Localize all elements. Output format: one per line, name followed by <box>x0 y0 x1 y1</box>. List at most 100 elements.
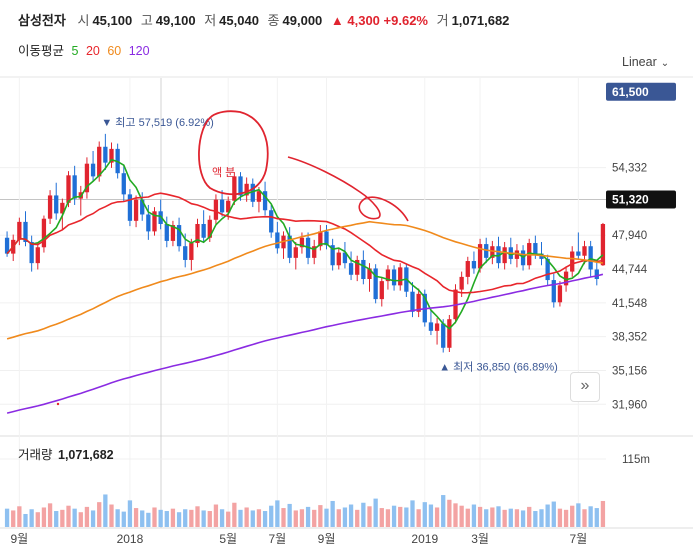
candle-body <box>54 195 59 214</box>
candle-body <box>72 175 77 199</box>
volume-bar <box>385 509 391 527</box>
volume-bar <box>570 505 575 527</box>
volume-bar <box>422 502 427 527</box>
candle-body <box>207 219 212 238</box>
volume-bar <box>348 504 354 527</box>
volume-bar <box>146 512 151 527</box>
candle-body <box>318 231 323 247</box>
hand-annotation: 액 분 <box>198 110 409 222</box>
volume-bar <box>158 509 163 527</box>
candle-body <box>533 243 538 254</box>
volume-bar <box>115 509 120 527</box>
volume-bar <box>269 505 274 527</box>
volume-bar <box>176 512 182 527</box>
candle-body <box>183 246 188 260</box>
volume-bar <box>250 510 255 527</box>
candle-body <box>41 218 47 248</box>
current-price-tag <box>606 190 676 209</box>
volume-bar <box>170 508 176 527</box>
volume-bar <box>355 509 360 527</box>
volume-bar <box>514 509 520 527</box>
candle-body <box>121 173 126 195</box>
volume-bar <box>533 511 538 527</box>
volume-bar <box>539 509 544 527</box>
time-tick-label: 7월 <box>268 532 286 546</box>
candle-body <box>97 146 102 177</box>
min-price-marker: ▲ 최저 36,850 (66.89%) <box>439 361 558 374</box>
time-tick-label: 3월 <box>471 532 489 546</box>
volume-bar <box>121 511 126 527</box>
candle-body <box>84 163 90 193</box>
ma-20-label: 20 <box>85 44 100 58</box>
volume-bar <box>416 509 421 527</box>
candle-body <box>361 259 366 280</box>
volume-bar <box>133 508 139 527</box>
volume-bar <box>275 500 280 527</box>
candle-body <box>355 259 360 275</box>
ma-legend[interactable]: 이동평균 5 20 60 120 <box>18 40 154 59</box>
candle-body <box>299 237 305 248</box>
volume-bar <box>232 502 237 527</box>
stray-dot <box>56 402 60 406</box>
volume-bar <box>551 501 556 527</box>
volume-tick-label: 115m <box>622 454 650 466</box>
volume-bar <box>293 510 298 527</box>
candle-body <box>232 176 237 201</box>
volume-legend: 거래량 1,071,682 <box>18 444 114 463</box>
double-chevron-right-icon: » <box>580 377 590 394</box>
candle-body <box>152 211 157 232</box>
scale-mode-dropdown[interactable]: Linear ⌄ <box>622 55 669 69</box>
volume-bar <box>66 505 71 527</box>
candle-body <box>287 235 292 258</box>
candle-body <box>127 194 133 221</box>
candle-body <box>201 223 206 238</box>
candles <box>4 133 606 353</box>
volume-bar <box>244 507 249 527</box>
candle-body <box>594 269 599 280</box>
candle-body <box>4 237 10 254</box>
time-tick-label: 2018 <box>117 532 144 546</box>
candle-body <box>391 269 397 286</box>
candle-body <box>176 225 182 247</box>
high-value: 49,100 <box>155 13 196 28</box>
ma-120-line <box>6 273 604 414</box>
candle-body <box>103 146 108 163</box>
max-price-marker: ▼ 최고 57,519 (6.92%) <box>101 116 213 129</box>
volume-bar <box>545 504 550 527</box>
ma-legend-title: 이동평균 <box>18 44 65 58</box>
candle-body <box>109 148 114 163</box>
volume-bar <box>11 510 16 527</box>
expand-button[interactable]: » <box>570 372 600 402</box>
volume-bar <box>152 507 157 527</box>
candle-body <box>250 183 255 202</box>
candle-body <box>428 322 434 331</box>
candle-body <box>600 223 606 266</box>
candle-body <box>416 293 421 312</box>
candle-body <box>158 211 163 224</box>
volume-bar <box>447 499 452 527</box>
volume-bar <box>434 507 440 527</box>
moving-average-lines <box>6 158 604 414</box>
candle-body <box>133 199 139 221</box>
volume-bar <box>72 508 77 527</box>
volume-bar <box>459 505 464 527</box>
volume-bar <box>90 510 96 527</box>
candle-body <box>385 269 391 282</box>
volume-bar <box>496 506 501 527</box>
candle-body <box>514 250 520 259</box>
candle-body <box>563 271 569 286</box>
annotation-circle <box>198 110 269 196</box>
candle-body <box>66 175 71 203</box>
volume-bar <box>262 511 268 527</box>
candle-body <box>244 183 249 196</box>
volume-bar <box>29 509 34 527</box>
candle-body <box>576 251 581 256</box>
volume-bar <box>4 508 10 527</box>
volume-value: 1,071,682 <box>451 13 510 28</box>
time-axis: 9월 2018 5월 7월 9월 2019 3월 7월 <box>10 532 587 546</box>
candle-body <box>324 231 329 246</box>
ma-5-label: 5 <box>71 44 79 58</box>
price-tick-label: 44,744 <box>612 264 648 276</box>
candle-body <box>293 247 298 258</box>
